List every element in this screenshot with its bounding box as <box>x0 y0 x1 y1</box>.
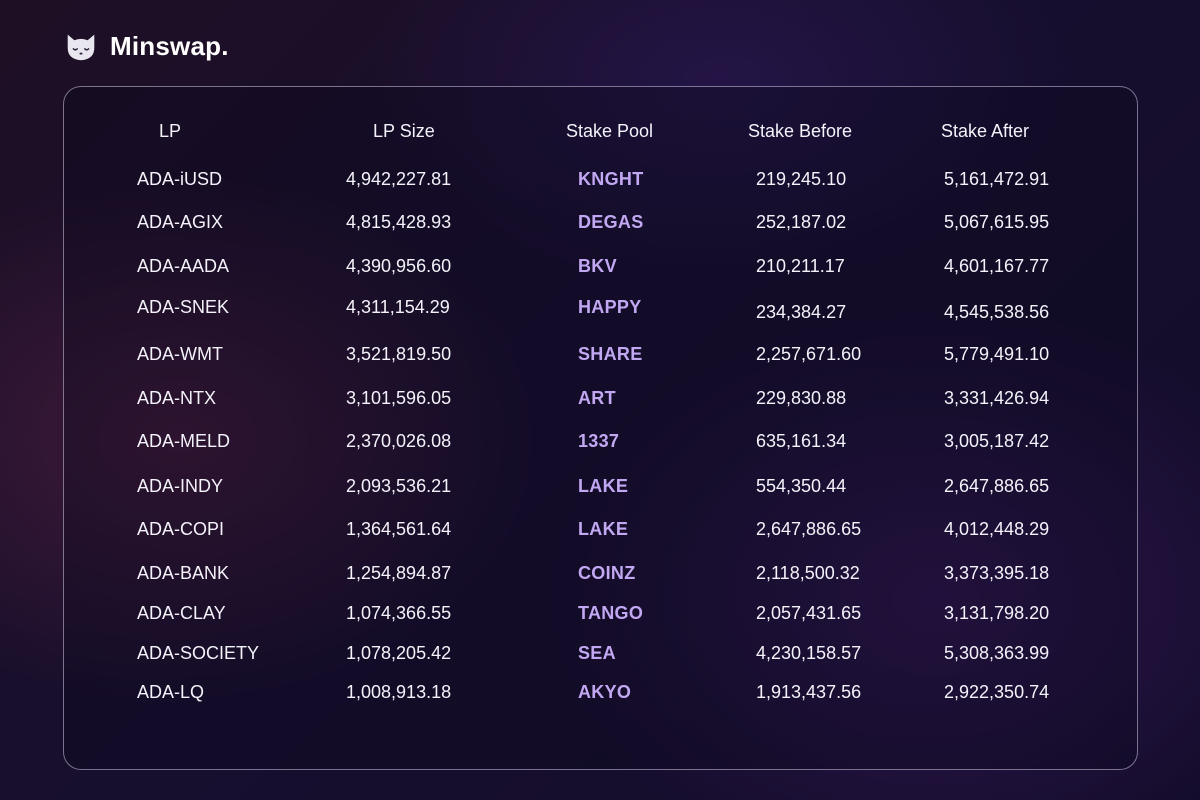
stake-after-cell: 5,161,472.91 <box>944 169 1050 189</box>
stake-before-cell: 635,161.34 <box>756 431 847 451</box>
cat-icon <box>67 34 95 61</box>
table-row: ADA-SOCIETY 1,078,205.42 SEA 4,230,158.5… <box>0 642 1200 666</box>
lp-cell: ADA-LQ <box>137 682 205 702</box>
stake-after-cell: 5,779,491.10 <box>944 344 1050 364</box>
table-row: ADA-NTX 3,101,596.05 ART 229,830.88 3,33… <box>0 387 1200 411</box>
table-row: ADA-COPI 1,364,561.64 LAKE 2,647,886.65 … <box>0 518 1200 542</box>
stake-pool-cell: SEA <box>578 643 616 663</box>
table-row: ADA-LQ 1,008,913.18 AKYO 1,913,437.56 2,… <box>0 681 1200 705</box>
stake-after-cell: 3,131,798.20 <box>944 603 1050 623</box>
stake-before-cell: 219,245.10 <box>756 169 847 189</box>
lp-size-cell: 3,101,596.05 <box>346 388 452 408</box>
header-stake-before: Stake Before <box>748 121 853 141</box>
table-row: ADA-AADA 4,390,956.60 BKV 210,211.17 4,6… <box>0 255 1200 279</box>
stake-before-cell: 210,211.17 <box>756 256 845 276</box>
lp-size-cell: 2,093,536.21 <box>346 476 452 496</box>
stake-before-cell: 554,350.44 <box>756 476 847 496</box>
stake-pool-cell: COINZ <box>578 563 636 583</box>
lp-cell: ADA-MELD <box>137 431 231 451</box>
stake-before-cell: 2,057,431.65 <box>756 603 862 623</box>
header-stake-pool: Stake Pool <box>566 121 654 141</box>
stake-after-cell: 5,308,363.99 <box>944 643 1050 663</box>
stake-pool-cell: DEGAS <box>578 212 644 232</box>
brand: Minswap. <box>62 26 229 66</box>
stake-after-cell: 5,067,615.95 <box>944 212 1050 232</box>
lp-cell: ADA-AADA <box>137 256 230 276</box>
lp-cell: ADA-COPI <box>137 519 225 539</box>
stake-pool-cell: AKYO <box>578 682 632 702</box>
lp-size-cell: 1,078,205.42 <box>346 643 452 663</box>
brand-name: Minswap. <box>110 30 229 61</box>
table-row: ADA-WMT 3,521,819.50 SHARE 2,257,671.60 … <box>0 343 1200 367</box>
header-lp: LP <box>159 121 182 141</box>
lp-size-cell: 3,521,819.50 <box>346 344 452 364</box>
table-panel <box>63 86 1138 770</box>
lp-size-cell: 1,074,366.55 <box>346 603 452 623</box>
stake-pool-cell: TANGO <box>578 603 644 623</box>
stake-after-cell: 4,545,538.56 <box>944 302 1050 322</box>
stake-before-cell: 4,230,158.57 <box>756 643 862 663</box>
stake-after-cell: 3,373,395.18 <box>944 563 1050 583</box>
stake-after-cell: 4,012,448.29 <box>944 519 1050 539</box>
stake-pool-cell: KNGHT <box>578 169 644 189</box>
stake-before-cell: 229,830.88 <box>756 388 847 408</box>
stake-before-cell: 252,187.02 <box>756 212 847 232</box>
stake-pool-cell: BKV <box>578 256 617 276</box>
lp-size-cell: 1,364,561.64 <box>346 519 452 539</box>
table-row: ADA-iUSD 4,942,227.81 KNGHT 219,245.10 5… <box>0 168 1200 192</box>
header-stake-after: Stake After <box>941 121 1030 141</box>
stake-pool-cell: HAPPY <box>578 297 642 317</box>
lp-size-cell: 1,008,913.18 <box>346 682 452 702</box>
table-row: ADA-CLAY 1,074,366.55 TANGO 2,057,431.65… <box>0 602 1200 626</box>
lp-cell: ADA-SOCIETY <box>137 643 260 663</box>
stake-before-cell: 234,384.27 <box>756 302 847 322</box>
lp-cell: ADA-CLAY <box>137 603 226 623</box>
lp-cell: ADA-iUSD <box>137 169 223 189</box>
table-row: ADA-MELD 2,370,026.08 1337 635,161.34 3,… <box>0 430 1200 454</box>
stake-before-cell: 1,913,437.56 <box>756 682 862 702</box>
stake-pool-cell: 1337 <box>578 431 620 451</box>
stake-after-cell: 2,647,886.65 <box>944 476 1050 496</box>
lp-size-cell: 4,311,154.29 <box>346 297 450 317</box>
lp-size-cell: 4,390,956.60 <box>346 256 452 276</box>
table-row: ADA-BANK 1,254,894.87 COINZ 2,118,500.32… <box>0 562 1200 586</box>
stake-pool-cell: SHARE <box>578 344 643 364</box>
lp-size-cell: 1,254,894.87 <box>346 563 452 583</box>
stake-before-cell: 2,647,886.65 <box>756 519 862 539</box>
stake-pool-cell: LAKE <box>578 476 629 496</box>
stake-pool-cell: ART <box>578 388 616 408</box>
lp-cell: ADA-NTX <box>137 388 217 408</box>
lp-cell: ADA-BANK <box>137 563 230 583</box>
stake-pool-cell: LAKE <box>578 519 629 539</box>
lp-cell: ADA-WMT <box>137 344 223 364</box>
table-row: ADA-INDY 2,093,536.21 LAKE 554,350.44 2,… <box>0 475 1200 499</box>
stake-after-cell: 2,922,350.74 <box>944 682 1050 702</box>
lp-cell: ADA-SNEK <box>137 297 230 317</box>
stake-after-cell: 4,601,167.77 <box>944 256 1050 276</box>
lp-cell: ADA-AGIX <box>137 212 224 232</box>
lp-size-cell: 4,942,227.81 <box>346 169 452 189</box>
table-row: ADA-SNEK 4,311,154.29 HAPPY 234,384.27 4… <box>0 296 1200 322</box>
stake-after-cell: 3,005,187.42 <box>944 431 1050 451</box>
lp-size-cell: 2,370,026.08 <box>346 431 452 451</box>
table-row: ADA-AGIX 4,815,428.93 DEGAS 252,187.02 5… <box>0 211 1200 235</box>
stake-after-cell: 3,331,426.94 <box>944 388 1050 408</box>
lp-size-cell: 4,815,428.93 <box>346 212 452 232</box>
lp-cell: ADA-INDY <box>137 476 224 496</box>
stake-before-cell: 2,118,500.32 <box>756 563 860 583</box>
header-lp-size: LP Size <box>373 121 435 141</box>
stake-before-cell: 2,257,671.60 <box>756 344 862 364</box>
